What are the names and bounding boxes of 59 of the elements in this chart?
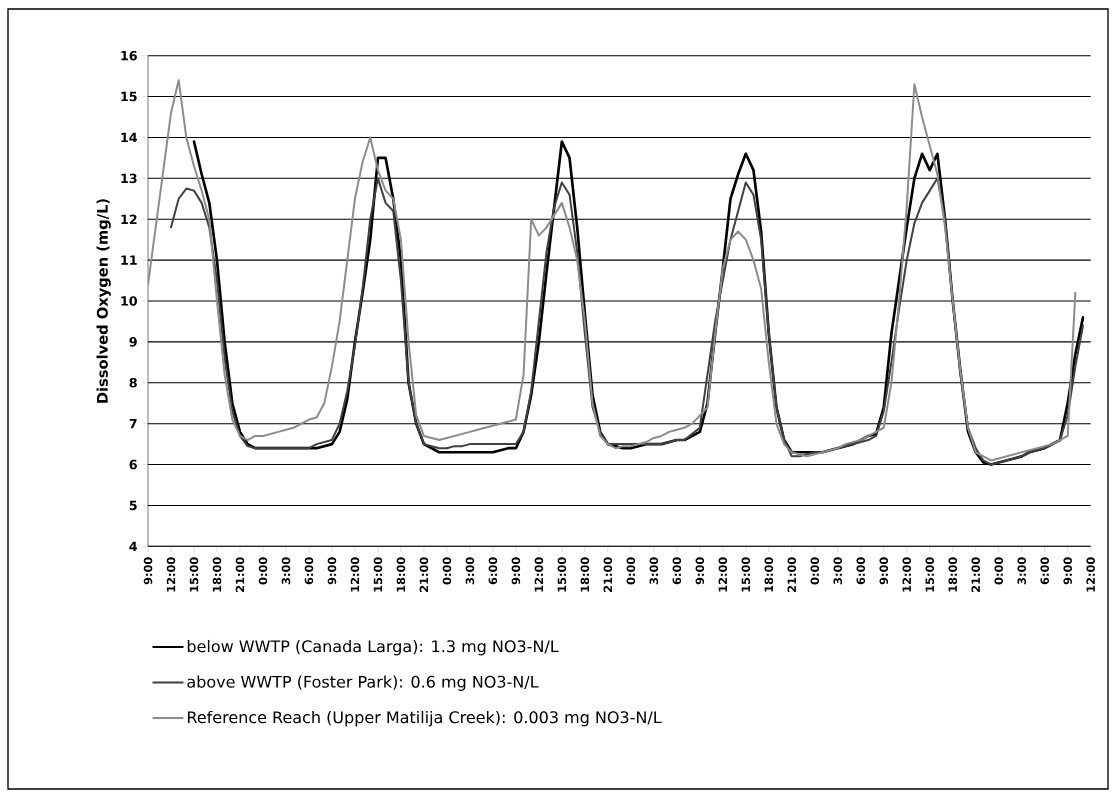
x-tick-label: 15:00: [557, 557, 567, 592]
y-tick-label: 16: [121, 50, 137, 61]
x-tick-label: 3:00: [465, 557, 475, 585]
x-tick-label: 12:00: [1086, 557, 1095, 592]
x-tick-label: 12:00: [350, 557, 360, 592]
y-tick-label: 13: [121, 173, 137, 184]
x-tick-label: 6:00: [856, 557, 866, 585]
x-tick-label: 9:00: [511, 557, 521, 585]
y-tick-label: 12: [121, 214, 137, 224]
y-tick-label: 6: [129, 459, 137, 470]
x-tick-label: 15:00: [189, 557, 199, 592]
legend-label: above WWTP (Foster Park): 0.6 mg NO3-N/L: [187, 675, 539, 691]
x-tick-label: 21:00: [603, 557, 613, 592]
x-tick-label: 9:00: [879, 557, 889, 585]
y-tick-label: 5: [129, 500, 137, 511]
x-tick-label: 15:00: [925, 557, 935, 592]
x-tick-label: 6:00: [672, 557, 682, 585]
x-tick-label: 18:00: [396, 557, 406, 592]
x-tick-label: 9:00: [327, 557, 337, 585]
y-tick-label: 9: [129, 337, 137, 347]
x-tick-label: 21:00: [787, 557, 797, 592]
y-axis-title: Dissolved Oxygen (mg/L): [96, 199, 111, 403]
x-tick-label: 18:00: [764, 557, 774, 592]
x-tick-label: 18:00: [212, 557, 222, 592]
x-tick-label: 12:00: [534, 557, 544, 592]
legend-label: below WWTP (Canada Larga): 1.3 mg NO3-N/L: [187, 639, 559, 656]
y-tick-label: 15: [121, 91, 137, 102]
x-tick-label: 0:00: [810, 557, 820, 585]
y-tick-label: 10: [121, 296, 138, 306]
x-tick-label: 6:00: [1040, 557, 1049, 585]
y-tick-label: 8: [129, 377, 137, 388]
x-tick-label: 3:00: [649, 557, 659, 585]
x-tick-label: 9:00: [695, 557, 705, 585]
x-tick-label: 6:00: [488, 557, 498, 585]
x-tick-label: 12:00: [902, 557, 912, 592]
x-tick-label: 12:00: [718, 557, 728, 592]
x-tick-label: 3:00: [281, 557, 291, 585]
y-tick-label: 14: [121, 132, 138, 143]
y-tick-label: 7: [129, 419, 137, 429]
x-tick-label: 9:00: [143, 557, 153, 585]
y-tick-label: 4: [129, 541, 138, 551]
x-tick-label: 15:00: [373, 557, 383, 592]
x-tick-label: 15:00: [741, 557, 751, 592]
x-tick-label: 21:00: [235, 557, 245, 592]
x-tick-label: 3:00: [833, 557, 843, 585]
legend-label: Reference Reach (Upper Matilija Creek): 0.003 mg NO3-N/L: [187, 710, 662, 727]
x-tick-label: 0:00: [994, 557, 1003, 585]
x-tick-label: 6:00: [304, 557, 314, 585]
x-tick-label: 12:00: [166, 557, 176, 592]
x-tick-label: 18:00: [580, 557, 590, 592]
x-tick-label: 18:00: [948, 557, 958, 592]
x-tick-label: 0:00: [258, 557, 268, 585]
x-tick-label: 3:00: [1017, 557, 1026, 585]
x-tick-label: 0:00: [626, 557, 636, 585]
y-tick-label: 11: [121, 255, 137, 265]
x-tick-label: 9:00: [1063, 557, 1072, 585]
x-tick-label: 0:00: [442, 557, 452, 585]
x-tick-label: 21:00: [419, 557, 429, 592]
x-tick-label: 21:00: [971, 557, 981, 592]
